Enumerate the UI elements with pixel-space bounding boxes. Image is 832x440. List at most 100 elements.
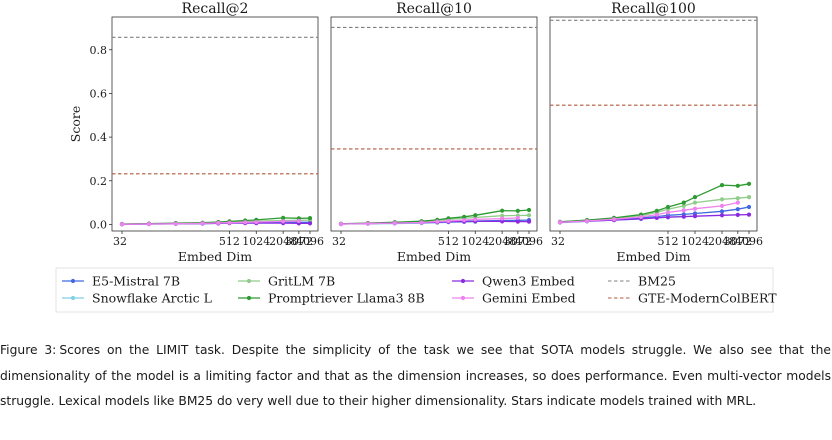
y-tick-label: 0.2 (90, 175, 108, 188)
data-point-promptriever-llama3-8b (462, 214, 467, 219)
data-point-promptriever-llama3-8b (500, 208, 505, 213)
data-point-gemini-embed (419, 220, 424, 225)
x-tick-label: 32 (551, 235, 565, 248)
data-point-gemini-embed (435, 219, 440, 224)
y-tick-label: 0.4 (90, 131, 108, 144)
panel-frame (330, 16, 538, 232)
data-point-gemini-embed (173, 221, 178, 226)
data-point-promptriever-llama3-8b (692, 195, 698, 200)
panel-title: Recall@100 (611, 1, 696, 17)
data-point-promptriever-llama3-8b (746, 181, 752, 186)
data-point-gemini-embed (473, 217, 478, 222)
legend-entry-promptriever-llama3-8b: Promptriever Llama3 8B (238, 291, 425, 306)
data-point-promptriever-llama3-8b (719, 183, 725, 188)
x-tick-label: 1024 (461, 235, 489, 248)
legend-marker (246, 295, 252, 301)
x-tick-label: 2048 (488, 235, 516, 248)
data-point-promptriever-llama3-8b (654, 208, 659, 214)
series-line-gemini-embed (340, 217, 518, 225)
x-tick-label: 3072 (285, 235, 313, 248)
data-point-promptriever-llama3-8b (665, 204, 671, 210)
data-point-promptriever-llama3-8b (473, 213, 478, 218)
data-point-e5-mistral-7b (719, 209, 725, 214)
legend-label: Qwen3 Embed (482, 274, 575, 289)
data-point-gemini-embed (365, 221, 370, 226)
data-point-qwen3-embed (681, 214, 686, 219)
x-axis-label: Embed Dim (616, 249, 690, 264)
legend-label: Gemini Embed (482, 291, 576, 306)
data-point-gemini-embed (146, 221, 151, 227)
panel-frame (111, 16, 319, 232)
legend-label: Promptriever Llama3 8B (268, 291, 425, 306)
data-point-gritlm-7b (719, 197, 725, 202)
data-point-gemini-embed (611, 217, 617, 222)
data-point-promptriever-llama3-8b (515, 208, 520, 214)
panel-title: Recall@2 (182, 1, 249, 17)
data-point-gemini-embed (227, 220, 232, 225)
data-point-gritlm-7b (735, 196, 740, 201)
caption-label: Figure 3: (0, 343, 57, 357)
legend-entry-qwen3-embed: Qwen3 Embed (452, 274, 575, 289)
x-tick-label: 1024 (681, 235, 709, 248)
x-tick-label: 2048 (269, 235, 297, 248)
data-point-gemini-embed (692, 206, 698, 211)
data-point-qwen3-embed (719, 213, 725, 218)
x-tick-label: 512 (438, 235, 459, 248)
y-axis-label: Score (68, 106, 83, 142)
x-tick-label: 3072 (724, 235, 752, 248)
data-point-promptriever-llama3-8b (281, 215, 286, 220)
data-point-qwen3-embed (526, 219, 532, 224)
x-tick-label: 32 (113, 235, 127, 248)
x-tick-label: 2048 (708, 235, 736, 248)
legend-marker (70, 278, 76, 284)
legend-label: GTE-ModernColBERT (638, 291, 777, 306)
data-point-qwen3-embed (307, 221, 313, 226)
panel-frame (549, 16, 758, 232)
legend-entry-e5-mistral-7b: E5-Mistral 7B (62, 274, 180, 289)
data-point-qwen3-embed (665, 215, 671, 220)
data-point-gemini-embed (216, 220, 221, 226)
x-tick-label: 4096 (296, 235, 324, 248)
x-tick-label: 4096 (735, 235, 763, 248)
data-point-gemini-embed (392, 221, 397, 226)
legend-label: GritLM 7B (268, 274, 335, 289)
series-line-gemini-embed (121, 220, 299, 225)
data-point-qwen3-embed (515, 219, 520, 224)
data-point-promptriever-llama3-8b (526, 207, 532, 213)
data-point-gritlm-7b (746, 195, 752, 200)
legend-marker (70, 295, 76, 301)
data-point-gritlm-7b (526, 213, 532, 218)
legend-label: Snowflake Arctic L (92, 291, 212, 306)
data-point-gemini-embed (654, 212, 659, 217)
data-point-gemini-embed (500, 216, 505, 221)
data-point-gemini-embed (119, 222, 125, 227)
caption-text: Scores on the LIMIT task. Despite the si… (0, 343, 831, 408)
legend-entry-bm25: BM25 (608, 274, 676, 289)
x-tick-label: 512 (658, 235, 679, 248)
legend-entry-gritlm-7b: GritLM 7B (238, 274, 335, 289)
legend-entry-snowflake-arctic-l: Snowflake Arctic L (62, 291, 212, 306)
series-line-gemini-embed (559, 201, 738, 223)
data-point-gemini-embed (254, 219, 259, 225)
data-point-gemini-embed (735, 200, 740, 205)
x-tick-label: 3072 (504, 235, 532, 248)
data-point-gemini-embed (681, 208, 686, 213)
figure-caption: Figure 3: Scores on the LIMIT task. Despi… (0, 338, 832, 415)
panel-title: Recall@10 (396, 1, 472, 17)
legend: E5-Mistral 7B Snowflake Arctic L GritLM 7B… (55, 267, 777, 313)
data-point-promptriever-llama3-8b (735, 183, 740, 188)
data-point-gemini-embed (515, 215, 520, 220)
x-tick-label: 1024 (242, 235, 270, 248)
data-point-gritlm-7b (681, 203, 686, 208)
legend-label: E5-Mistral 7B (92, 274, 180, 289)
legend-label: BM25 (638, 274, 676, 289)
data-point-gemini-embed (446, 218, 451, 224)
data-point-gemini-embed (557, 220, 563, 225)
legend-entry-gemini-embed: Gemini Embed (452, 291, 576, 306)
data-point-qwen3-embed (692, 214, 698, 219)
data-point-gemini-embed (719, 203, 725, 208)
x-tick-label: 32 (332, 235, 346, 248)
